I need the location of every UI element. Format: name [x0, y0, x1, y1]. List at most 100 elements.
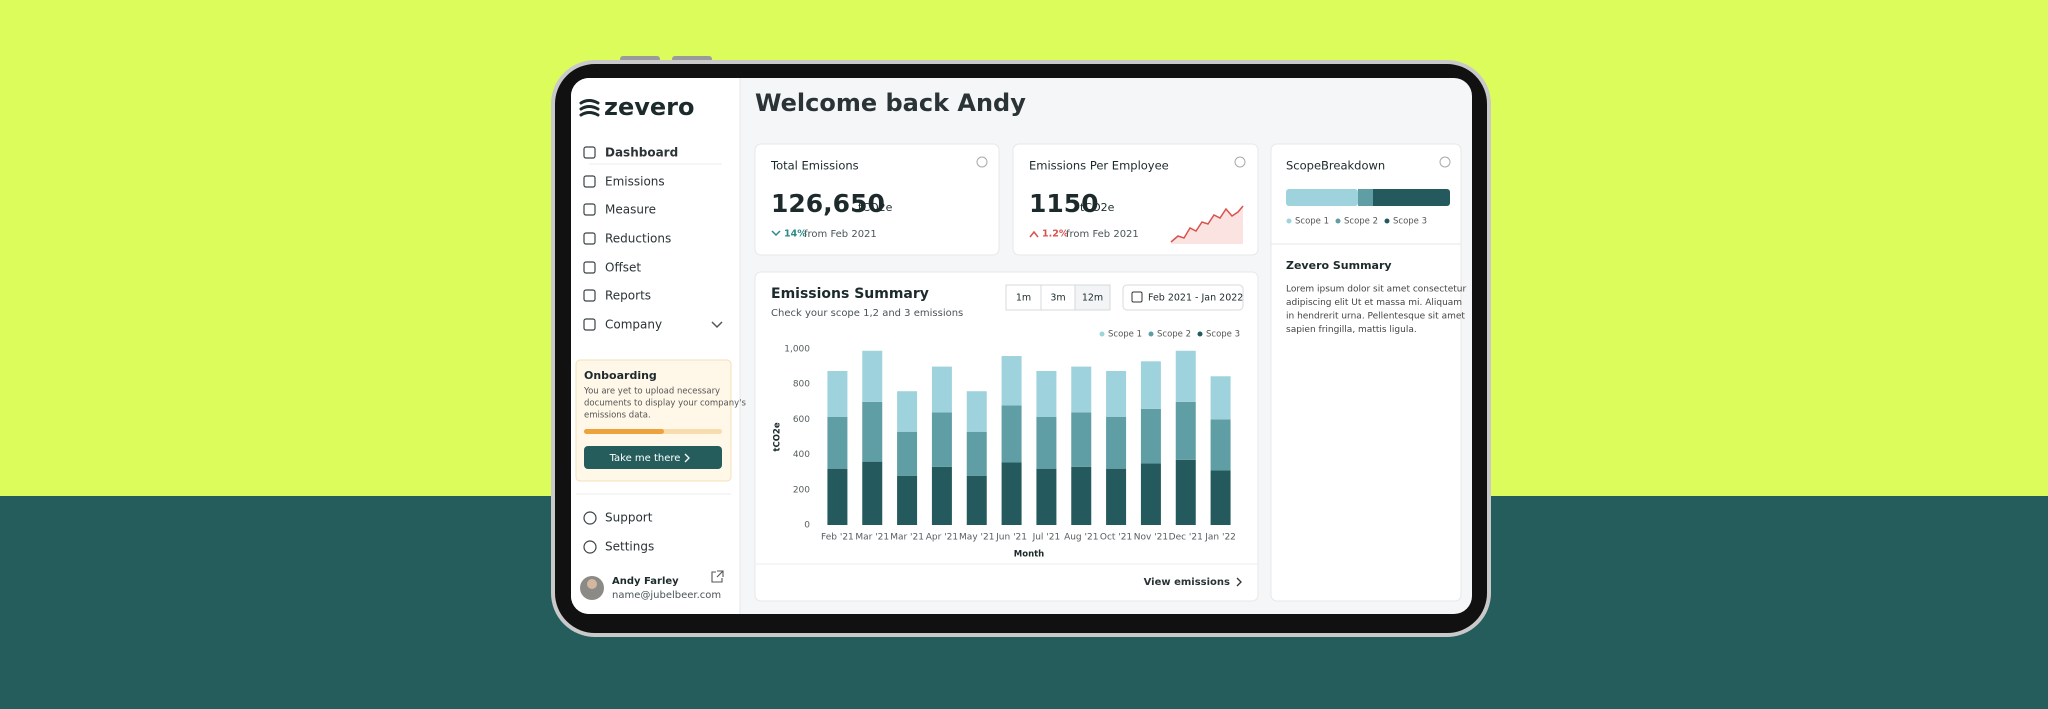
chart-subtitle: Check your scope 1,2 and 3 emissions [771, 308, 963, 319]
bar-segment [862, 461, 883, 525]
legend-label: Scope 3 [1393, 217, 1427, 227]
page-title: Welcome back Andy [755, 89, 1026, 117]
bar-segment [1071, 366, 1092, 413]
legend-label: Scope 2 [1344, 217, 1378, 227]
bar-segment [827, 416, 848, 469]
footer-nav: Support Settings [583, 511, 654, 554]
period-buttons: 1m 3m 12m [1005, 284, 1111, 311]
onboarding-title: Onboarding [584, 369, 657, 382]
bar-segment [1140, 463, 1161, 525]
bar-segment [1106, 371, 1127, 417]
card-unit: tCO2e [858, 201, 893, 214]
period-button[interactable] [1005, 284, 1042, 311]
bar-segment [1071, 466, 1092, 525]
logo: zevero [604, 93, 695, 121]
change-arrow-down [771, 230, 781, 237]
info-icon[interactable] [1234, 156, 1246, 168]
legend-dot [1099, 331, 1105, 337]
card-title: ScopeBreakdown [1286, 159, 1385, 173]
x-axis-label: Month [1014, 550, 1044, 560]
bar-segment [1001, 405, 1022, 463]
external-link-icon[interactable] [711, 570, 724, 583]
user-email: name@jubelbeer.com [612, 590, 721, 601]
nav-item[interactable]: Company [605, 318, 662, 332]
bar-segment [1175, 459, 1196, 525]
info-icon[interactable] [976, 156, 988, 168]
x-tick-label: Aug '21 [1064, 533, 1098, 543]
y-tick-label: 600 [793, 415, 810, 425]
nav-icon [583, 261, 596, 274]
nav-item[interactable]: Support [605, 511, 653, 525]
card-change: 1.2% [1042, 229, 1069, 240]
bar-segment [1106, 416, 1127, 469]
view-emissions-link[interactable]: View emissions [1144, 577, 1230, 588]
date-range-button[interactable] [1122, 284, 1244, 311]
user-name: Andy Farley [612, 576, 679, 587]
nav-item[interactable]: Reports [605, 289, 651, 303]
nav-icon [583, 146, 596, 159]
bar-segment [1106, 468, 1127, 525]
nav-icon [583, 232, 596, 245]
bar-segment [931, 412, 952, 467]
legend-dot [1384, 218, 1390, 224]
card-change-label: from Feb 2021 [1066, 229, 1139, 240]
card-total-emissions [754, 143, 1000, 256]
period-label: 3m [1050, 293, 1065, 304]
bar-segment [827, 371, 848, 417]
onboarding-button[interactable] [584, 446, 722, 469]
bar-segment [1210, 376, 1231, 420]
nav: Dashboard Emissions Measure Reductions Offse… [583, 146, 678, 332]
bar-segment [931, 466, 952, 525]
nav-item[interactable]: Settings [605, 540, 654, 554]
period-button[interactable] [1040, 284, 1076, 311]
bar-segment [931, 366, 952, 413]
bar-segment [1140, 408, 1161, 464]
period-button[interactable] [1074, 284, 1111, 311]
nav-icon [583, 318, 596, 331]
sparkline [1170, 205, 1244, 243]
onboarding-line: You are yet to upload necessary [583, 387, 720, 397]
x-tick-label: Mar '21 [855, 533, 889, 543]
onboarding-description: You are yet to upload necessary documents… [583, 387, 746, 421]
x-tick-label: Jul '21 [1032, 533, 1061, 543]
x-tick-label: Oct '21 [1100, 533, 1132, 543]
nav-item[interactable]: Emissions [605, 175, 665, 189]
card-value: 126,650 [771, 189, 885, 218]
bar-segment [1175, 401, 1196, 460]
bar-segment [1036, 468, 1057, 525]
chevron-down [711, 321, 723, 329]
summary-line: Lorem ipsum dolor sit amet consectetur [1286, 285, 1466, 295]
chart-title: Emissions Summary [771, 286, 929, 302]
nav-icon [583, 175, 596, 188]
nav-item[interactable]: Measure [605, 203, 656, 217]
scope-bar-2 [1358, 189, 1373, 206]
x-tick-label: Feb '21 [821, 533, 854, 543]
nav-item[interactable]: Offset [605, 261, 641, 275]
period-label: 1m [1016, 293, 1031, 304]
nav-item[interactable]: Dashboard [605, 146, 678, 160]
avatar-face [587, 579, 597, 589]
scope-bar-1 [1286, 189, 1358, 206]
card-change: 14% [784, 229, 807, 240]
x-tick-label: May '21 [959, 533, 994, 543]
legend-label: Scope 2 [1157, 330, 1191, 340]
chevron-right [1236, 577, 1242, 587]
nav-icon [583, 511, 597, 525]
summary-text: Lorem ipsum dolor sit amet consectetur ad… [1286, 285, 1466, 336]
scope-legend: Scope 1 Scope 2 Scope 3 [1286, 217, 1427, 227]
logo-icon [579, 99, 600, 117]
legend-label: Scope 1 [1295, 217, 1329, 227]
bar-segment [1175, 350, 1196, 402]
y-tick-label: 400 [793, 450, 810, 460]
legend-dot [1197, 331, 1203, 337]
bar-segment [1210, 419, 1231, 471]
nav-item[interactable]: Reductions [605, 232, 671, 246]
x-tick-label: Apr '21 [926, 533, 958, 543]
bar-segment [1210, 470, 1231, 525]
y-tick-label: 0 [804, 521, 810, 531]
legend-label: Scope 1 [1108, 330, 1142, 340]
info-icon[interactable] [1439, 156, 1451, 168]
